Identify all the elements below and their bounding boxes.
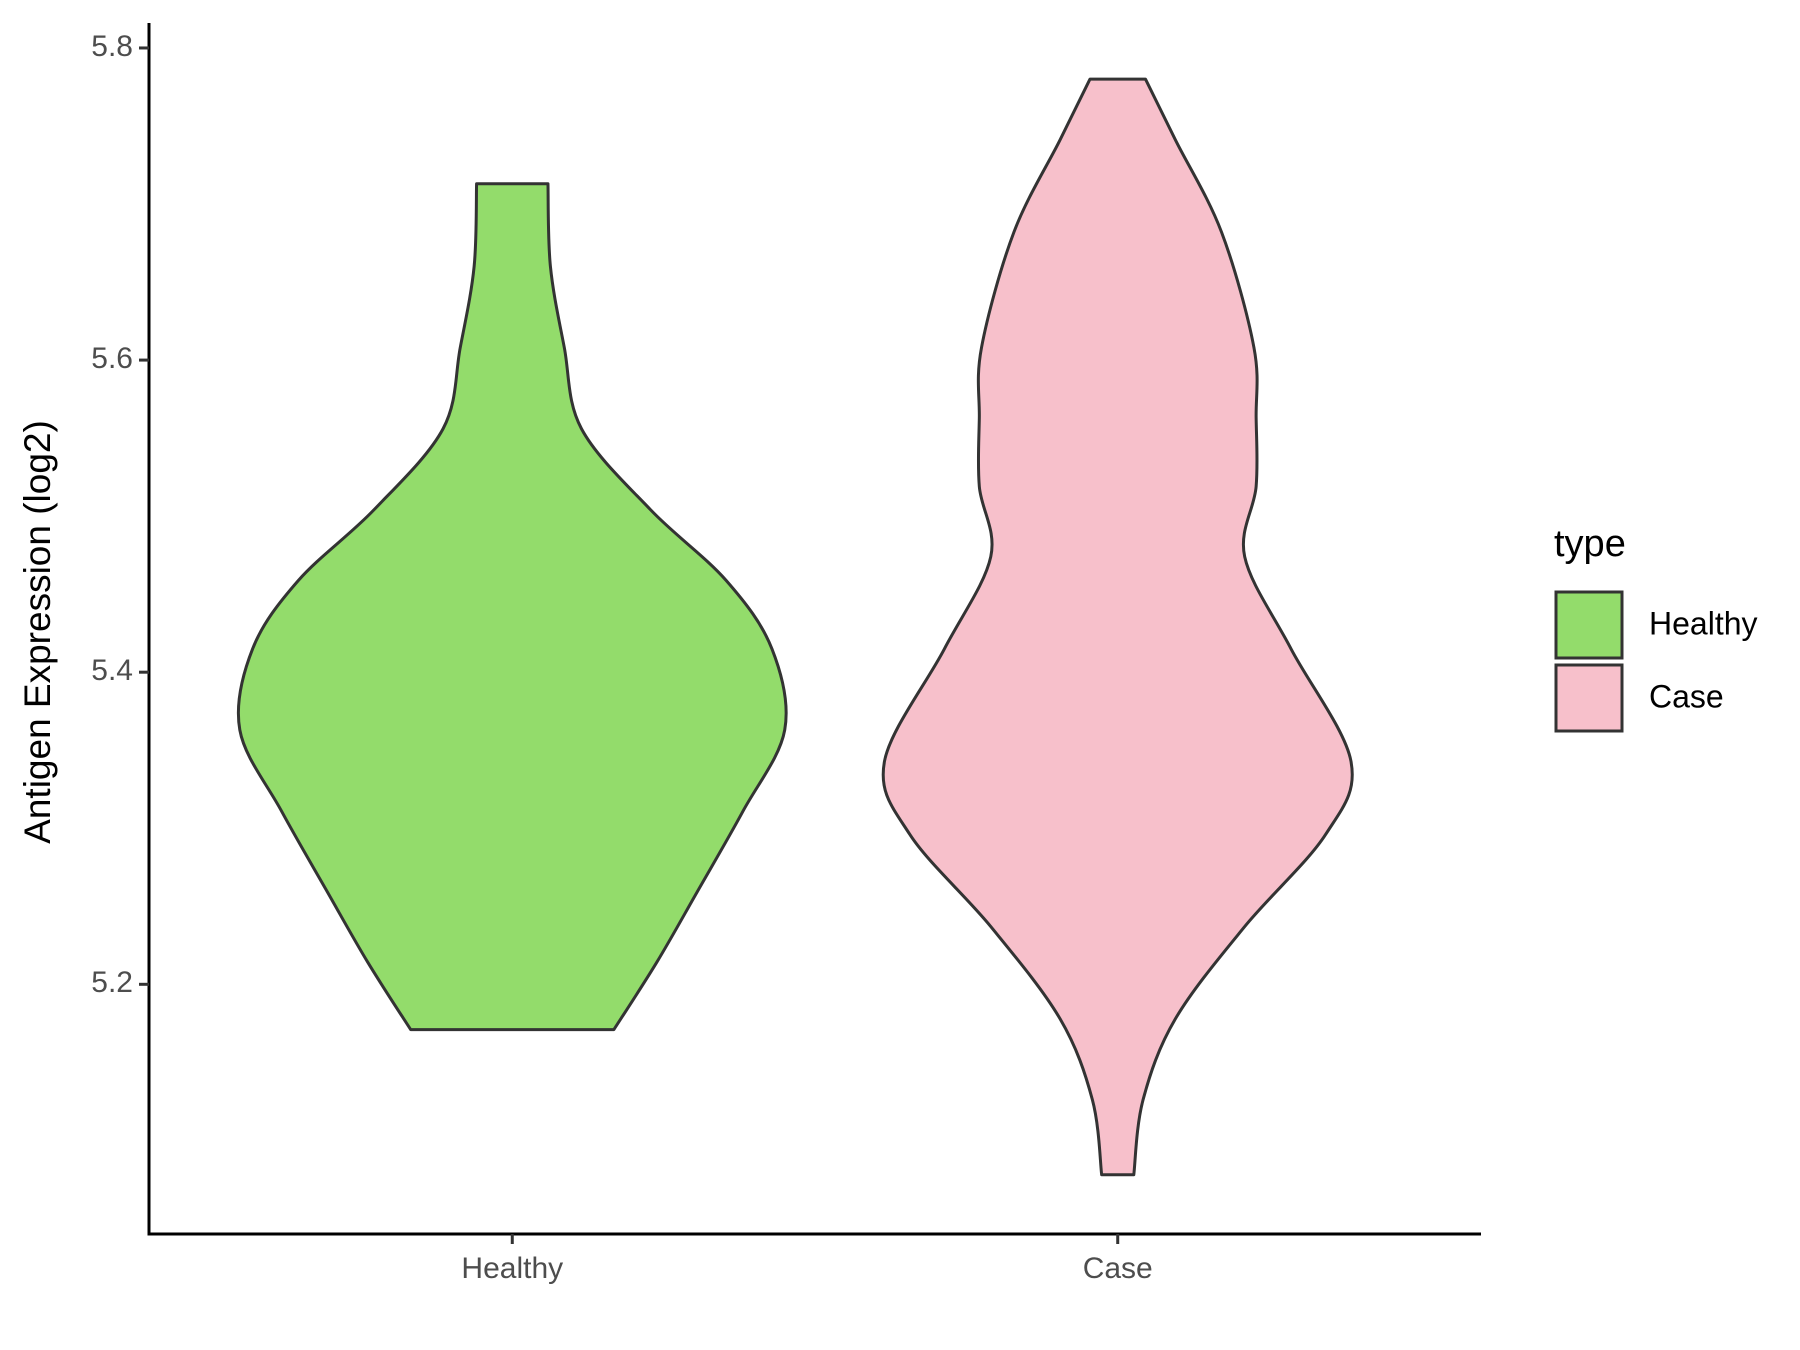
legend-title: type bbox=[1554, 523, 1626, 565]
legend-key bbox=[1554, 663, 1624, 733]
y-tick-label: 5.8 bbox=[91, 30, 133, 63]
violin bbox=[236, 182, 788, 1032]
y-tick-label: 5.6 bbox=[91, 342, 133, 375]
legend-label: Case bbox=[1649, 678, 1724, 714]
x-tick-label: Case bbox=[1083, 1252, 1153, 1285]
y-tick-label: 5.2 bbox=[91, 966, 133, 999]
legend-label: Healthy bbox=[1649, 605, 1758, 641]
x-tick-label: Healthy bbox=[461, 1252, 563, 1285]
y-axis-title: Antigen Expression (log2) bbox=[17, 420, 58, 844]
legend-key bbox=[1554, 590, 1624, 660]
y-tick-label: 5.4 bbox=[91, 654, 133, 687]
violin bbox=[881, 77, 1354, 1177]
